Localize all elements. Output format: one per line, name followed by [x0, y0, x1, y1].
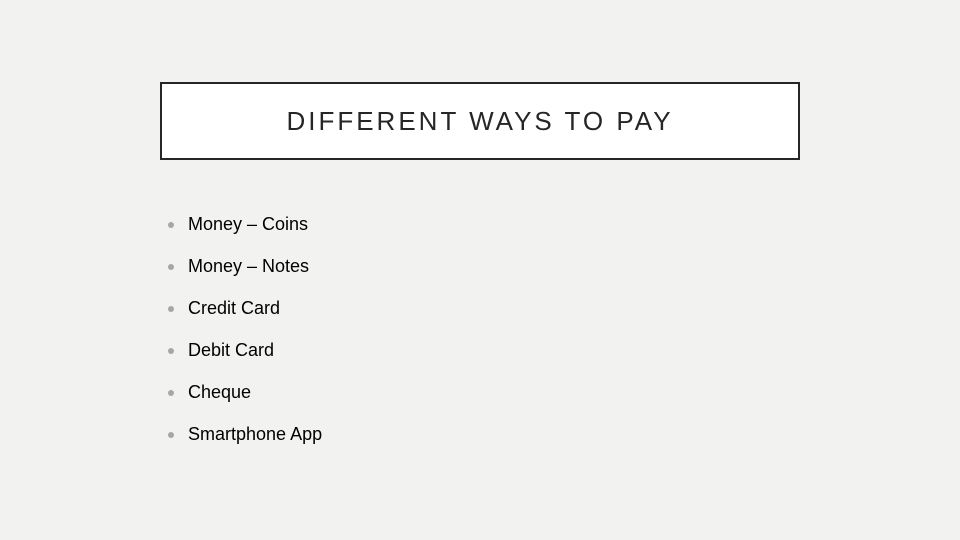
bullet-icon — [168, 264, 174, 270]
slide-title: DIFFERENT WAYS TO PAY — [286, 106, 673, 137]
bullet-text: Cheque — [188, 382, 251, 403]
bullet-icon — [168, 348, 174, 354]
list-item: Money – Notes — [168, 256, 322, 277]
list-item: Money – Coins — [168, 214, 322, 235]
bullet-icon — [168, 222, 174, 228]
list-item: Smartphone App — [168, 424, 322, 445]
bullet-text: Smartphone App — [188, 424, 322, 445]
bullet-icon — [168, 390, 174, 396]
bullet-text: Money – Notes — [188, 256, 309, 277]
title-box: DIFFERENT WAYS TO PAY — [160, 82, 800, 160]
bullet-text: Money – Coins — [188, 214, 308, 235]
list-item: Credit Card — [168, 298, 322, 319]
list-item: Debit Card — [168, 340, 322, 361]
bullet-icon — [168, 306, 174, 312]
list-item: Cheque — [168, 382, 322, 403]
bullet-icon — [168, 432, 174, 438]
bullet-text: Credit Card — [188, 298, 280, 319]
bullet-list: Money – Coins Money – Notes Credit Card … — [168, 214, 322, 466]
bullet-text: Debit Card — [188, 340, 274, 361]
